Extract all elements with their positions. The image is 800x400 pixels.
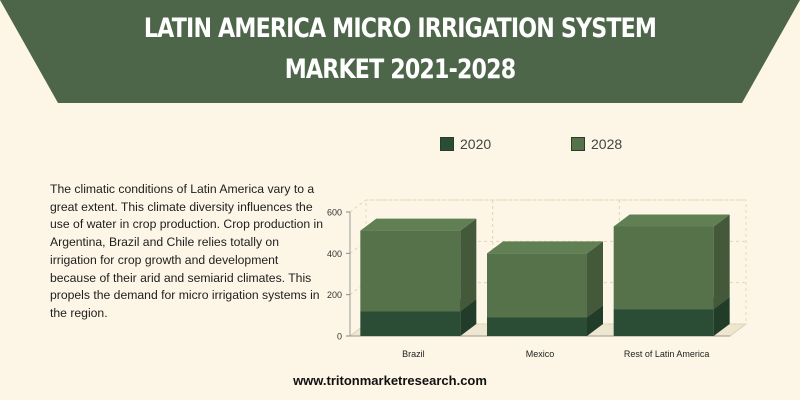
legend-label-2020: 2020: [460, 136, 492, 152]
bar-brazil-2028-front: [360, 230, 461, 312]
bar-mexico-2028-top: [487, 241, 603, 254]
legend-swatch-2028: [571, 137, 585, 151]
description-text: The climatic conditions of Latin America…: [50, 182, 324, 320]
page-title-line-1: LATIN AMERICA MICRO IRRIGATION SYSTEM: [143, 13, 657, 44]
bar-brazil-2020-front: [360, 311, 461, 336]
y-tick-label: 0: [337, 332, 342, 342]
bar-rest-of-latin-america-2020-side: [713, 297, 730, 336]
y-tick-label: 600: [327, 208, 342, 218]
bar-brazil-2020-side: [460, 299, 477, 336]
x-tick-label: Rest of Latin America: [624, 349, 710, 359]
title-banner: [0, 0, 800, 103]
bar-mexico-2028-front: [487, 253, 587, 318]
legend-swatch-2020: [440, 137, 454, 151]
x-tick-label: Mexico: [526, 349, 555, 359]
bar-rest-of-latin-america-2028-top: [613, 214, 730, 227]
bar-mexico-2020-front: [487, 317, 587, 336]
bar-rest-of-latin-america-2020-front: [613, 309, 714, 336]
y-tick-label: 200: [327, 290, 342, 300]
bar-rest-of-latin-america-2028-front: [613, 226, 714, 310]
y-tick-label: 400: [327, 249, 342, 259]
legend-label-2028: 2028: [591, 136, 623, 152]
bar-brazil-2028-top: [360, 218, 477, 231]
page-title-line-2: MARKET 2021-2028: [284, 54, 516, 85]
footer-url: www.tritonmarketresearch.com: [293, 373, 487, 388]
bar-brazil-2028-side: [460, 218, 477, 312]
bar-mexico-2020-side: [587, 305, 603, 336]
gridline: [349, 199, 746, 213]
bar-mexico-2028-side: [587, 241, 603, 318]
x-tick-label: Brazil: [402, 349, 425, 359]
bar-rest-of-latin-america-2028-side: [713, 214, 730, 310]
